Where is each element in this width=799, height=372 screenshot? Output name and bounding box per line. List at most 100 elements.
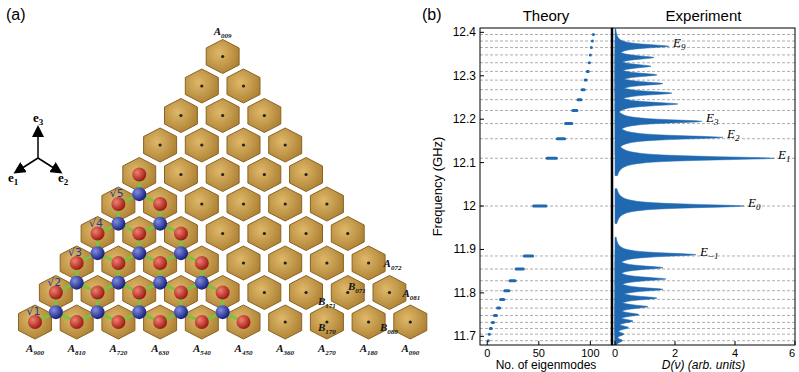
resonator-center xyxy=(263,173,266,176)
resonator-center xyxy=(242,84,245,87)
resonator xyxy=(60,305,93,339)
level-segment xyxy=(510,279,515,282)
label-base: A xyxy=(317,342,325,354)
resonators xyxy=(19,40,427,340)
resonator xyxy=(144,305,177,339)
label-base: A xyxy=(383,257,391,269)
tick xyxy=(538,341,539,345)
resonator xyxy=(290,217,323,251)
tick-label: 12.4 xyxy=(453,25,477,39)
b-site xyxy=(216,305,230,319)
resonator xyxy=(248,99,281,133)
resonator xyxy=(165,99,198,133)
resonator xyxy=(269,128,302,162)
resonator xyxy=(185,128,218,162)
grid-line xyxy=(480,34,612,35)
b-site xyxy=(91,305,105,319)
label-base: A xyxy=(25,342,33,354)
panel-b: (b)E−1E0E1E2E3E911.711.811.91212.112.212… xyxy=(422,6,795,372)
grid-line xyxy=(480,299,612,300)
site-label: A720 xyxy=(108,342,127,357)
resonator-center xyxy=(200,84,203,87)
label-subscript: 071 xyxy=(355,287,366,295)
resonator-center xyxy=(367,320,370,323)
label-subscript: −1 xyxy=(708,251,719,261)
resonator-center xyxy=(263,114,266,117)
site-label: B170 xyxy=(317,321,336,336)
vector-arrow xyxy=(16,158,38,172)
grid-line xyxy=(480,41,612,42)
grid-line xyxy=(480,110,612,111)
vector-label: e2 xyxy=(58,170,69,187)
b-site xyxy=(174,246,188,260)
resonator-center xyxy=(284,202,287,205)
tick-label: 0 xyxy=(484,347,490,359)
grid-line xyxy=(480,158,612,159)
b-site xyxy=(91,246,105,260)
label-base: B xyxy=(317,321,325,333)
tick xyxy=(480,119,484,120)
vector-label: e3 xyxy=(33,110,44,127)
grid-line xyxy=(612,62,795,63)
a-site xyxy=(132,168,146,182)
label-base: B xyxy=(347,280,355,292)
level-segment xyxy=(534,205,546,208)
level-grid xyxy=(612,35,795,341)
label-base: A xyxy=(108,342,116,354)
grid-line xyxy=(480,269,612,270)
grid-line xyxy=(612,340,795,341)
resonator xyxy=(206,158,239,192)
tick-label: 12.3 xyxy=(453,69,477,83)
resonator-center xyxy=(242,202,245,205)
resonator-center xyxy=(304,291,307,294)
resonator xyxy=(310,246,343,280)
label-base: A xyxy=(67,342,75,354)
tick-label: 11.8 xyxy=(454,286,477,300)
b-site xyxy=(111,276,125,290)
label-base: B xyxy=(317,295,325,307)
a-site xyxy=(70,315,84,329)
bond-label: √4 xyxy=(89,217,103,230)
axis-line xyxy=(611,28,614,345)
resonator xyxy=(165,158,198,192)
grid-line xyxy=(480,308,612,309)
resonator-center xyxy=(200,202,203,205)
resonator-center xyxy=(242,261,245,264)
tick-label: 12 xyxy=(463,199,477,213)
b-site xyxy=(132,187,146,201)
grid-line xyxy=(612,322,795,323)
resonator xyxy=(185,305,218,339)
grid-line xyxy=(612,99,795,100)
level-segment xyxy=(582,88,584,91)
tick-label: 0 xyxy=(612,347,618,359)
label-subscript: 1 xyxy=(14,177,19,187)
label-subscript: 170 xyxy=(325,328,336,336)
resonator xyxy=(248,276,281,310)
peak-label: E0 xyxy=(747,195,761,212)
resonator xyxy=(102,305,135,339)
grid-line xyxy=(480,328,612,329)
bond-label: √3 xyxy=(68,246,82,259)
b-site xyxy=(174,305,188,319)
grid-line xyxy=(612,334,795,335)
vector-label: e1 xyxy=(8,170,19,187)
label-base: A xyxy=(275,342,283,354)
peak xyxy=(615,189,744,224)
resonator-center xyxy=(304,173,307,176)
tick xyxy=(795,341,796,345)
vector-arrow xyxy=(38,158,60,172)
a-site xyxy=(91,286,105,300)
peak-label: E−1 xyxy=(699,244,719,261)
grid-line xyxy=(480,290,612,291)
b-site xyxy=(70,276,84,290)
label-subscript: 270 xyxy=(324,349,336,357)
level-segment xyxy=(524,254,532,257)
label-base: B xyxy=(379,321,387,333)
peak-label: E1 xyxy=(777,147,790,164)
tick-label: 11.7 xyxy=(454,329,477,343)
label-base: E xyxy=(705,110,714,125)
grid-line xyxy=(480,255,612,256)
label-base: E xyxy=(699,244,708,259)
label-subscript: 180 xyxy=(367,349,378,357)
tick-label: 11.9 xyxy=(454,242,477,256)
